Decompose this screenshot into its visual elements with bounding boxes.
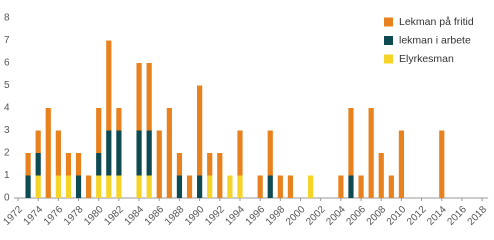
y-tick-label: 4 <box>4 103 10 114</box>
bar-segment <box>388 175 394 198</box>
x-tick-label: 1974 <box>22 204 46 228</box>
y-tick-label: 3 <box>4 125 10 136</box>
bar-segment <box>146 130 152 176</box>
x-tick-label: 2018 <box>466 204 490 228</box>
x-tick-label: 1996 <box>244 204 268 228</box>
bar-segment <box>136 130 142 176</box>
y-tick-label: 2 <box>4 148 10 159</box>
bar-segment <box>197 85 203 176</box>
bar-segment <box>86 175 92 198</box>
x-tick-label: 1976 <box>42 204 66 228</box>
x-tick-label: 1988 <box>163 204 187 228</box>
bar-segment <box>338 175 344 198</box>
x-tick-label: 1972 <box>1 204 25 228</box>
bar-segment <box>439 130 445 198</box>
x-tick-label: 1984 <box>123 204 147 228</box>
bar-segment <box>368 108 374 198</box>
x-tick-label: 1990 <box>183 204 207 228</box>
legend-label: lekman i arbete <box>399 34 471 46</box>
bar-segment <box>25 153 31 176</box>
bar-segment <box>267 175 273 198</box>
bar-segment <box>207 175 213 198</box>
x-tick-label: 1994 <box>223 204 247 228</box>
bar-segment <box>378 153 384 198</box>
x-tick-label: 1986 <box>143 204 167 228</box>
bar-segment <box>146 63 152 131</box>
x-tick-label: 2010 <box>385 204 409 228</box>
bar-segment <box>197 175 203 198</box>
bar-segment <box>96 153 102 176</box>
x-tick-label: 2016 <box>445 204 469 228</box>
x-tick-label: 2000 <box>284 204 308 228</box>
bar-segment <box>207 153 213 176</box>
y-tick-label: 1 <box>4 170 10 181</box>
bar-segment <box>398 130 405 198</box>
bar-segment <box>55 175 61 198</box>
bar-segment <box>287 175 294 198</box>
bar-segment <box>136 175 142 198</box>
bar-segment <box>237 130 243 176</box>
y-tick-label: 6 <box>4 58 10 69</box>
x-tick-label: 2002 <box>304 204 328 228</box>
y-tick-label: 5 <box>4 80 10 91</box>
x-tick-label: 2008 <box>365 204 389 228</box>
bar-segment <box>75 175 82 198</box>
bar-segment <box>227 175 233 198</box>
bar-segment <box>116 175 122 198</box>
bar-segment <box>35 175 41 198</box>
bar-segment <box>25 175 31 198</box>
bar-segment <box>96 175 102 198</box>
legend-label: Elyrkesman <box>399 53 454 65</box>
y-tick-label: 7 <box>4 35 10 46</box>
bar-segment <box>136 63 142 131</box>
bar-segment <box>166 108 172 198</box>
x-tick-label: 1998 <box>264 204 288 228</box>
bar-segment <box>308 175 314 198</box>
bar-segment <box>75 153 82 176</box>
bar-segment <box>65 153 72 176</box>
x-tick-label: 1980 <box>82 204 106 228</box>
bar-segment <box>116 108 122 131</box>
bar-segment <box>146 175 152 198</box>
legend-swatch <box>384 54 393 64</box>
bar-segment <box>106 40 112 131</box>
bar-segment <box>156 130 162 198</box>
x-tick-label: 2012 <box>405 204 429 228</box>
bar-segment <box>55 130 61 176</box>
bar-segment <box>35 153 41 176</box>
bar-segment <box>267 130 273 176</box>
bar-segment <box>45 108 51 198</box>
bar-segment <box>176 153 183 176</box>
bar-segment <box>217 153 223 198</box>
bar-segment <box>106 130 112 176</box>
bar-segment <box>96 108 102 153</box>
bar-segment <box>176 175 183 198</box>
bar-segment <box>116 130 122 176</box>
y-tick-label: 0 <box>4 193 10 204</box>
legend-label: Lekman på fritid <box>399 16 474 28</box>
legend-swatch <box>384 17 393 27</box>
x-tick-label: 2004 <box>324 204 348 228</box>
legend-swatch <box>384 36 393 45</box>
bar-segment <box>348 108 354 176</box>
bar-segment <box>348 175 354 198</box>
bar-segment <box>106 175 112 198</box>
x-tick-label: 1978 <box>62 204 86 228</box>
x-tick-label: 1982 <box>102 204 126 228</box>
bar-segment <box>358 175 364 198</box>
bar-segment <box>277 175 283 198</box>
bar-segment <box>35 130 41 153</box>
bar-segment <box>237 175 243 198</box>
bar-segment <box>257 175 263 198</box>
bar-segment <box>186 175 193 198</box>
x-tick-label: 1992 <box>203 204 227 228</box>
x-tick-label: 2006 <box>345 204 369 228</box>
x-tick-label: 2014 <box>425 204 449 228</box>
bar-segment <box>65 175 72 198</box>
y-tick-label: 8 <box>4 13 10 24</box>
